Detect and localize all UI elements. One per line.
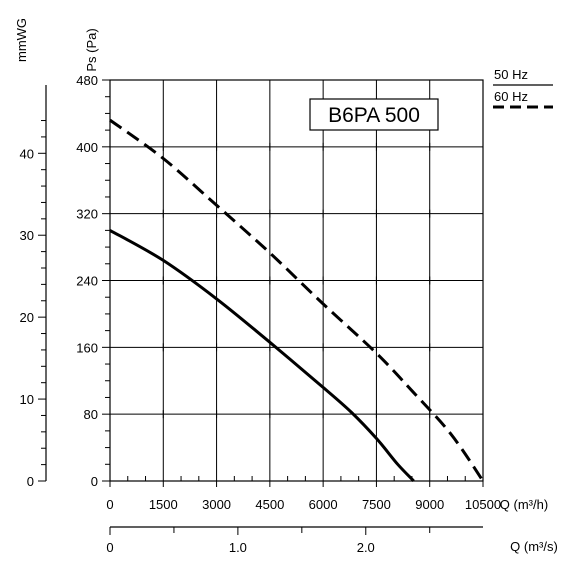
x2-tick-label: 2.0 <box>357 540 375 555</box>
x-axis-label: Q (m³/h) <box>500 497 548 512</box>
axis-ticks: 0 1500 3000 4500 6000 7500 9000 105000801602403… <box>20 73 502 555</box>
mmwg-tick-label: 10 <box>20 392 34 407</box>
legend: 50 Hz 60 Hz <box>493 67 553 109</box>
x-tick-label: 1500 <box>149 497 178 512</box>
x2-tick-label: 0 <box>106 540 113 555</box>
legend-label-50hz: 50 Hz <box>494 67 528 82</box>
series-line-60hz <box>109 118 485 482</box>
mmwg-tick-label: 20 <box>20 310 34 325</box>
x-tick-label: 4500 <box>255 497 284 512</box>
x-tick-label: 3000 <box>202 497 231 512</box>
mmwg-axis-label: mmWG <box>14 18 29 62</box>
model-label-frame <box>309 98 439 131</box>
series-lines <box>109 118 485 483</box>
x-tick-label: 9000 <box>415 497 444 512</box>
y-tick-label: 0 <box>91 474 98 489</box>
y-tick-label: 400 <box>76 140 98 155</box>
x2-axis-label: Q (m³/s) <box>510 539 558 554</box>
y-tick-label: 160 <box>76 340 98 355</box>
mmwg-tick-label: 0 <box>27 474 34 489</box>
y-axis-label: Ps (Pa) <box>84 28 99 71</box>
legend-label-60hz: 60 Hz <box>494 89 528 104</box>
x-tick-label: 7500 <box>362 497 391 512</box>
mmwg-tick-label: 30 <box>20 228 34 243</box>
y-tick-label: 80 <box>84 407 98 422</box>
y-tick-label: 320 <box>76 207 98 222</box>
mmwg-tick-label: 40 <box>20 146 34 161</box>
x-tick-label: 6000 <box>309 497 338 512</box>
model-label-box: B6PA 500 <box>309 98 439 131</box>
grid-lines <box>110 80 483 481</box>
y-tick-label: 480 <box>76 73 98 88</box>
x-tick-label: 0 <box>106 497 113 512</box>
series-line-50hz <box>109 229 415 483</box>
minor-ticks <box>41 96 466 533</box>
x-tick-label: 10500 <box>465 497 501 512</box>
x2-tick-label: 1.0 <box>229 540 247 555</box>
model-label: B6PA 500 <box>328 104 420 127</box>
y-tick-label: 240 <box>76 274 98 289</box>
